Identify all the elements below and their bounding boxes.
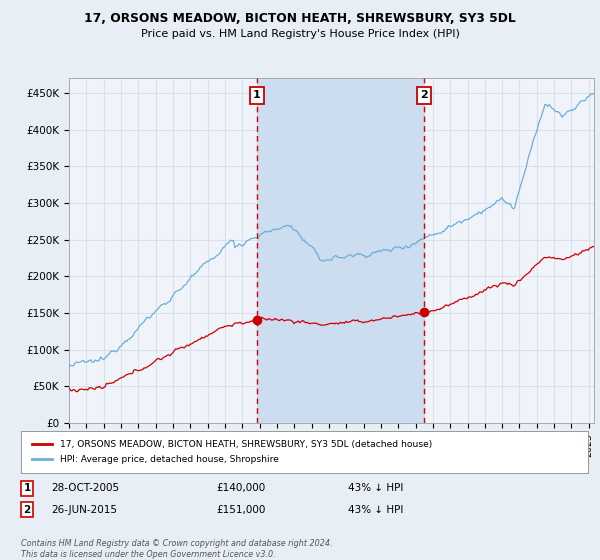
Text: 43% ↓ HPI: 43% ↓ HPI (348, 483, 403, 493)
Text: £151,000: £151,000 (216, 505, 265, 515)
Text: 28-OCT-2005: 28-OCT-2005 (51, 483, 119, 493)
Text: 26-JUN-2015: 26-JUN-2015 (51, 505, 117, 515)
Bar (257, 78, 424, 423)
Text: 1: 1 (23, 483, 31, 493)
Text: 17, ORSONS MEADOW, BICTON HEATH, SHREWSBURY, SY3 5DL: 17, ORSONS MEADOW, BICTON HEATH, SHREWSB… (84, 12, 516, 25)
Text: Contains HM Land Registry data © Crown copyright and database right 2024.
This d: Contains HM Land Registry data © Crown c… (21, 539, 332, 559)
Text: 2: 2 (420, 91, 428, 100)
Text: Price paid vs. HM Land Registry's House Price Index (HPI): Price paid vs. HM Land Registry's House … (140, 29, 460, 39)
Text: 1: 1 (253, 91, 260, 100)
Text: 43% ↓ HPI: 43% ↓ HPI (348, 505, 403, 515)
Text: £140,000: £140,000 (216, 483, 265, 493)
Legend: 17, ORSONS MEADOW, BICTON HEATH, SHREWSBURY, SY3 5DL (detached house), HPI: Aver: 17, ORSONS MEADOW, BICTON HEATH, SHREWSB… (28, 437, 436, 468)
Text: 2: 2 (23, 505, 31, 515)
